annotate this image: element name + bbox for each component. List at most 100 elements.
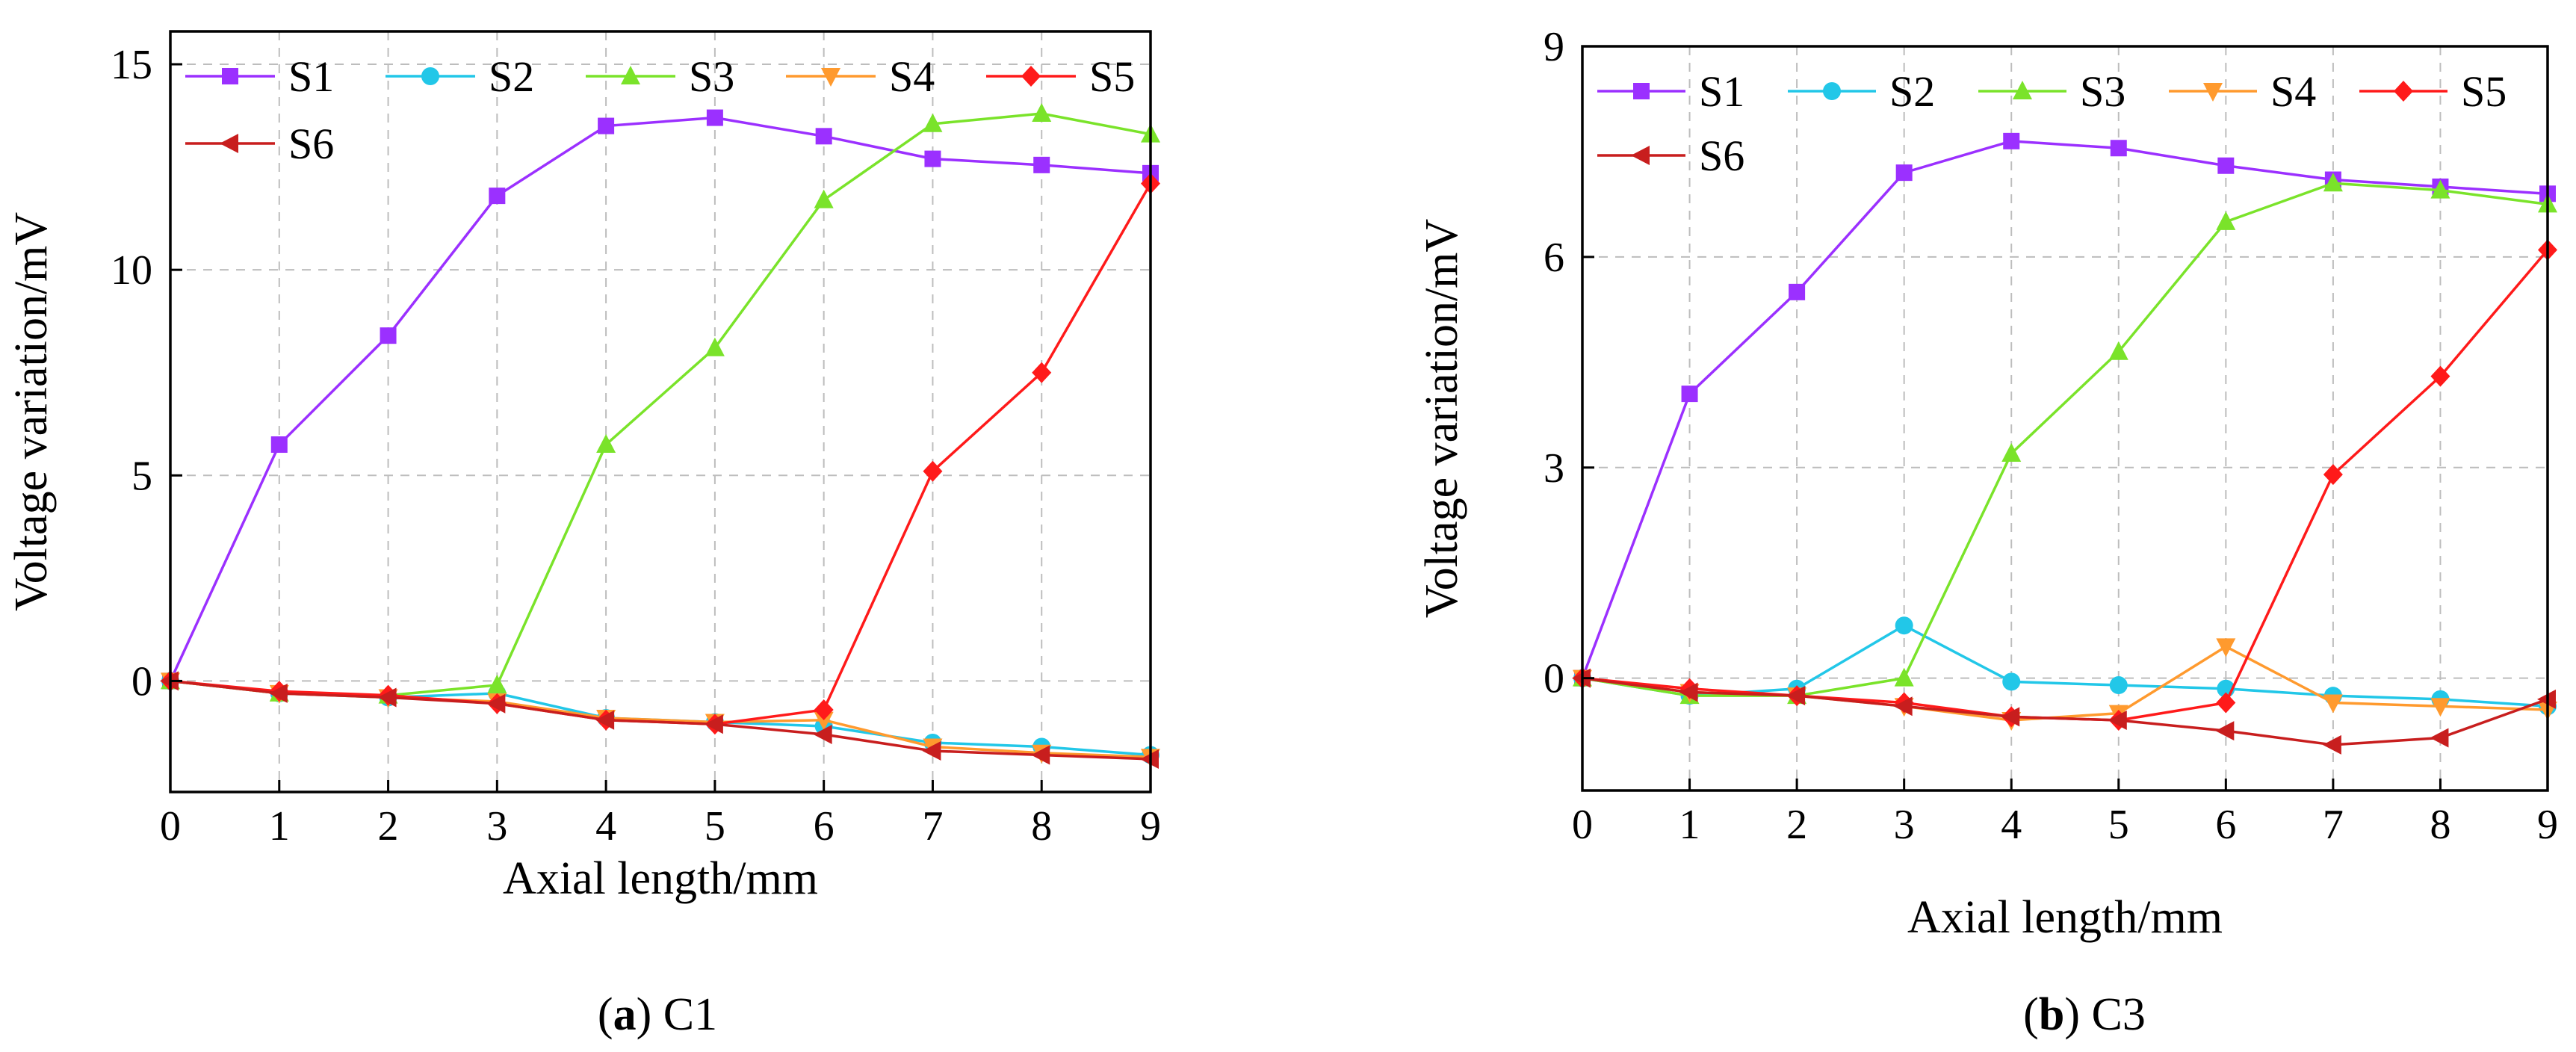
legend-entry-S2: S2 (386, 52, 534, 101)
legend-marker-S1 (222, 68, 238, 84)
data-point-S1-7 (924, 150, 941, 167)
data-point-S6-5 (2108, 711, 2127, 731)
series-S3 (1573, 173, 2557, 705)
x-tick-label: 8 (1031, 803, 1052, 850)
legend-marker-S6 (220, 134, 238, 153)
legend-label: S1 (1699, 67, 1744, 116)
legend-label: S4 (889, 52, 935, 101)
legend-entry-S5: S5 (2359, 67, 2507, 116)
data-point-S3-3 (487, 674, 507, 693)
y-tick-label: 10 (111, 247, 152, 294)
data-point-S3-7 (923, 113, 943, 132)
legend-entry-S4: S4 (2169, 67, 2316, 116)
data-point-S5-6 (2216, 692, 2236, 714)
series-line-S6 (170, 679, 1151, 761)
legend-marker-S3 (621, 66, 640, 84)
series-S2 (1573, 616, 2557, 716)
data-point-S6-6 (2215, 721, 2235, 741)
legend-entry-S1: S1 (1597, 67, 1744, 116)
panel-caption-text: ) C3 (2064, 989, 2146, 1040)
y-axis-label: Voltage variation/mV (1417, 219, 1467, 619)
data-point-S6-5 (704, 714, 723, 734)
data-point-S6-1 (1679, 682, 1698, 702)
legend-label: S6 (1699, 132, 1744, 180)
x-tick-label: 5 (705, 803, 725, 850)
data-point-S5-8 (1032, 362, 1052, 383)
legend-entry-S4: S4 (786, 52, 935, 101)
legend-entry-S6: S6 (185, 120, 334, 168)
y-tick-label: 3 (1544, 445, 1564, 492)
data-point-S5-7 (2323, 464, 2343, 486)
data-point-S1-3 (489, 188, 506, 205)
panel-caption: (a) C1 (598, 989, 717, 1040)
legend-label: S2 (489, 52, 534, 101)
data-point-S4-6 (2216, 638, 2236, 658)
y-tick-label: 0 (131, 658, 152, 705)
legend-marker-S1 (1633, 83, 1650, 99)
data-point-S4-6 (814, 711, 834, 731)
data-point-S1-2 (1789, 283, 1806, 300)
data-point-S5-8 (2430, 365, 2450, 387)
y-tick-label: 6 (1544, 235, 1564, 281)
series-S1 (1574, 132, 2556, 687)
x-tick-label: 7 (922, 803, 943, 850)
legend-label: S6 (288, 120, 334, 168)
data-point-S5-7 (923, 460, 943, 482)
data-point-S1-3 (1895, 164, 1913, 182)
data-point-S6-6 (813, 724, 832, 744)
data-point-S6-4 (2001, 707, 2020, 727)
series-S5 (161, 173, 1160, 735)
data-point-S6-7 (2322, 734, 2341, 755)
x-tick-label: 6 (2215, 802, 2236, 848)
legend-marker-S5 (2394, 81, 2413, 102)
x-tick-label: 0 (1572, 802, 1593, 848)
x-tick-label: 9 (2537, 802, 2558, 848)
data-point-S6-2 (1786, 686, 1806, 706)
series-line-S1 (169, 116, 1151, 682)
x-axis-label: Axial length/mm (503, 853, 818, 904)
plot-frame (1581, 45, 2549, 792)
legend-entry-S1: S1 (185, 52, 334, 101)
panel-caption-letter: b (2039, 989, 2064, 1040)
panel-caption-letter: a (613, 989, 637, 1040)
legend: S1 S2 S3 S4 S5 S6 (1597, 67, 2507, 180)
data-point-S1-4 (598, 117, 615, 134)
data-point-S1-5 (706, 109, 723, 126)
data-point-S3-4 (596, 434, 616, 454)
x-tick-label: 6 (814, 803, 835, 850)
x-tick-label: 4 (2001, 802, 2022, 848)
y-tick-label: 9 (1544, 24, 1564, 70)
y-tick-label: 15 (111, 42, 152, 88)
x-tick-label: 2 (1786, 802, 1807, 848)
legend-entry-S2: S2 (1788, 67, 1935, 116)
legend-marker-S4 (821, 68, 840, 87)
x-tick-label: 3 (1894, 802, 1915, 848)
x-tick-label: 7 (2323, 802, 2344, 848)
data-point-S1-1 (270, 436, 288, 454)
data-point-S3-7 (2323, 173, 2343, 192)
data-point-S2-4 (2002, 672, 2021, 691)
data-point-S6-8 (1031, 745, 1050, 765)
data-point-S3-6 (814, 189, 834, 208)
x-tick-label: 8 (2430, 802, 2450, 848)
legend-label: S1 (288, 52, 334, 101)
data-point-S4-7 (2323, 694, 2343, 714)
x-tick-label: 2 (378, 803, 399, 850)
x-tick-label: 9 (1140, 803, 1161, 850)
y-tick-label: 0 (1544, 656, 1564, 702)
x-tick-label: 3 (486, 803, 507, 850)
legend-label: S4 (2270, 67, 2316, 116)
series-S6 (160, 671, 1159, 769)
y-axis-label: Voltage variation/mV (6, 212, 57, 612)
legend-marker-S4 (2203, 83, 2223, 102)
data-point-S4-8 (2430, 698, 2450, 717)
legend-marker-S2 (1823, 82, 1841, 100)
series-S5 (1573, 239, 2557, 731)
x-axis-label: Axial length/mm (1907, 892, 2223, 943)
data-point-S3-5 (705, 337, 725, 356)
legend-label: S2 (1889, 67, 1935, 116)
x-tick-label: 1 (1679, 802, 1700, 848)
legend-marker-S5 (1021, 66, 1041, 87)
data-point-S1-1 (1681, 386, 1698, 403)
data-point-S1-2 (380, 327, 397, 344)
